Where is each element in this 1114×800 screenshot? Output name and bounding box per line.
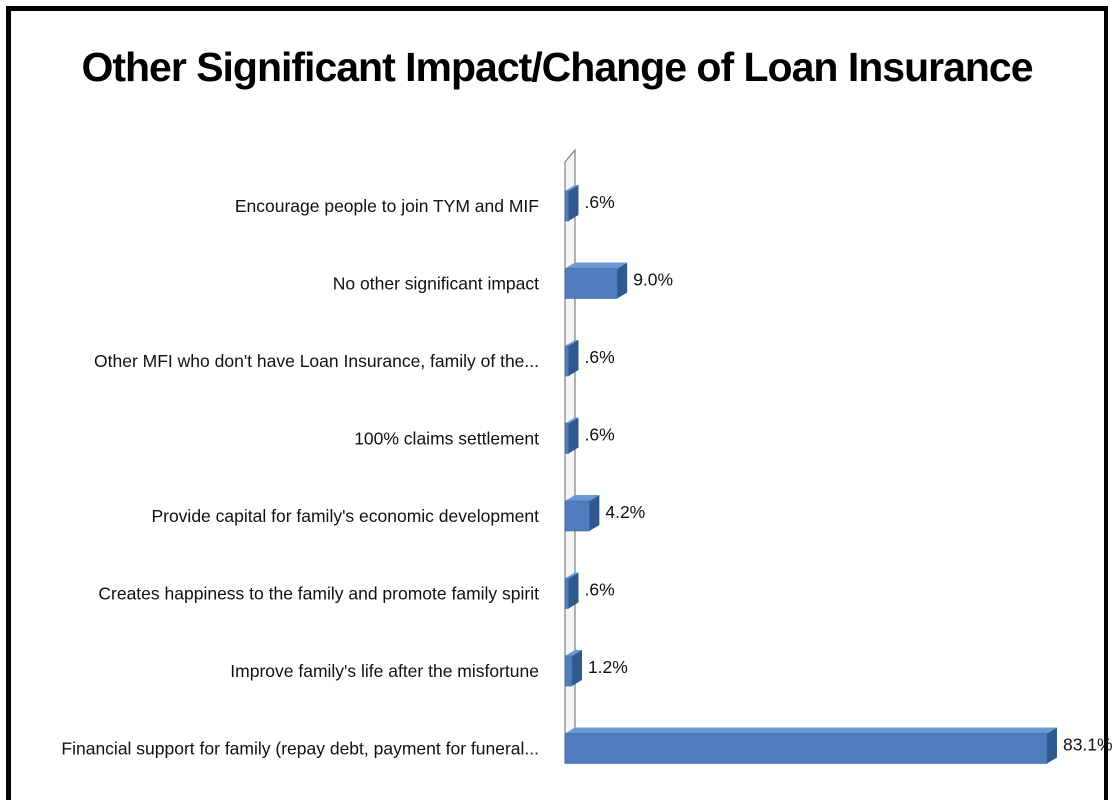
bar-top — [565, 262, 628, 269]
bar-side — [589, 495, 600, 531]
value-label: 4.2% — [605, 502, 645, 522]
bar-top — [565, 185, 579, 191]
category-label: Financial support for family (repay debt… — [61, 739, 539, 759]
bar-side — [568, 417, 579, 454]
value-label: 83.1% — [1063, 735, 1113, 755]
bar — [564, 733, 1048, 764]
bar-side — [568, 185, 579, 221]
bar — [564, 268, 618, 299]
category-label: Provide capital for family's economic de… — [151, 506, 539, 526]
bar-side — [617, 262, 628, 299]
value-label: 9.0% — [633, 270, 673, 290]
bar — [564, 345, 569, 377]
bar-top — [565, 495, 600, 501]
labels: Encourage people to join TYM and MIF .6% N… — [61, 192, 1112, 759]
value-label: .6% — [584, 425, 614, 445]
bar-top — [565, 650, 582, 656]
bar-top — [565, 417, 579, 424]
bar-side — [1046, 727, 1057, 764]
value-label: .6% — [584, 580, 614, 600]
category-label: Creates happiness to the family and prom… — [98, 584, 539, 604]
category-label: Encourage people to join TYM and MIF — [235, 196, 539, 216]
bar-side — [571, 650, 582, 686]
bar-top — [565, 727, 1057, 734]
bar — [564, 655, 573, 687]
bar — [564, 578, 569, 609]
bar-side — [568, 340, 579, 376]
category-label: 100% claims settlement — [354, 429, 539, 449]
category-label: Other MFI who don't have Loan Insurance,… — [94, 351, 539, 371]
bars — [564, 185, 1057, 764]
category-label: No other significant impact — [333, 274, 539, 294]
bar — [564, 500, 590, 532]
category-label: Improve family's life after the misfortu… — [230, 661, 539, 681]
bar — [564, 423, 569, 454]
value-label: .6% — [584, 192, 614, 212]
chart-title: Other Significant Impact/Change of Loan … — [81, 44, 1033, 90]
bar-side — [568, 572, 579, 609]
bar — [564, 190, 569, 222]
value-label: .6% — [584, 347, 614, 367]
value-label: 1.2% — [588, 657, 628, 677]
bar-top — [565, 340, 579, 346]
chart-frame — [6, 6, 1108, 800]
bar-top — [565, 572, 579, 579]
